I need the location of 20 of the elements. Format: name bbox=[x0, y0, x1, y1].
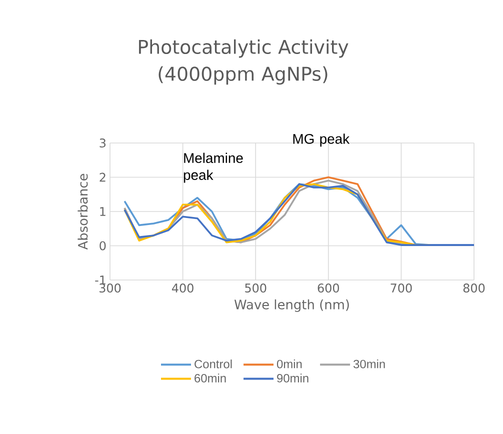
y-tick-label: 0 bbox=[100, 241, 106, 250]
x-axis-title: Wave length (nm) bbox=[234, 299, 349, 312]
legend-label: Control bbox=[194, 360, 232, 368]
x-tick-label: 400 bbox=[172, 284, 194, 293]
legend-label: 0min bbox=[276, 360, 302, 368]
y-tick-label: 3 bbox=[100, 138, 106, 148]
annotation: Melamine peak bbox=[184, 152, 243, 183]
x-tick-label: 500 bbox=[245, 284, 266, 293]
x-tick-label: 600 bbox=[318, 284, 340, 293]
legend-label: 60min bbox=[194, 374, 226, 382]
x-tick-label: 700 bbox=[390, 284, 412, 293]
chart-title: Photocatalytic Activity (4000ppm AgNPs) bbox=[139, 39, 348, 85]
y-axis-title: Absorbance bbox=[78, 174, 88, 250]
legend-label: 90min bbox=[277, 374, 308, 382]
annotation: MG peak bbox=[293, 134, 350, 147]
y-tick-label: 2 bbox=[100, 172, 106, 182]
legend-label: 30min bbox=[354, 360, 385, 368]
x-tick-label: 300 bbox=[100, 284, 121, 293]
x-tick-label: 800 bbox=[463, 284, 485, 293]
y-tick-label: 1 bbox=[100, 207, 106, 216]
